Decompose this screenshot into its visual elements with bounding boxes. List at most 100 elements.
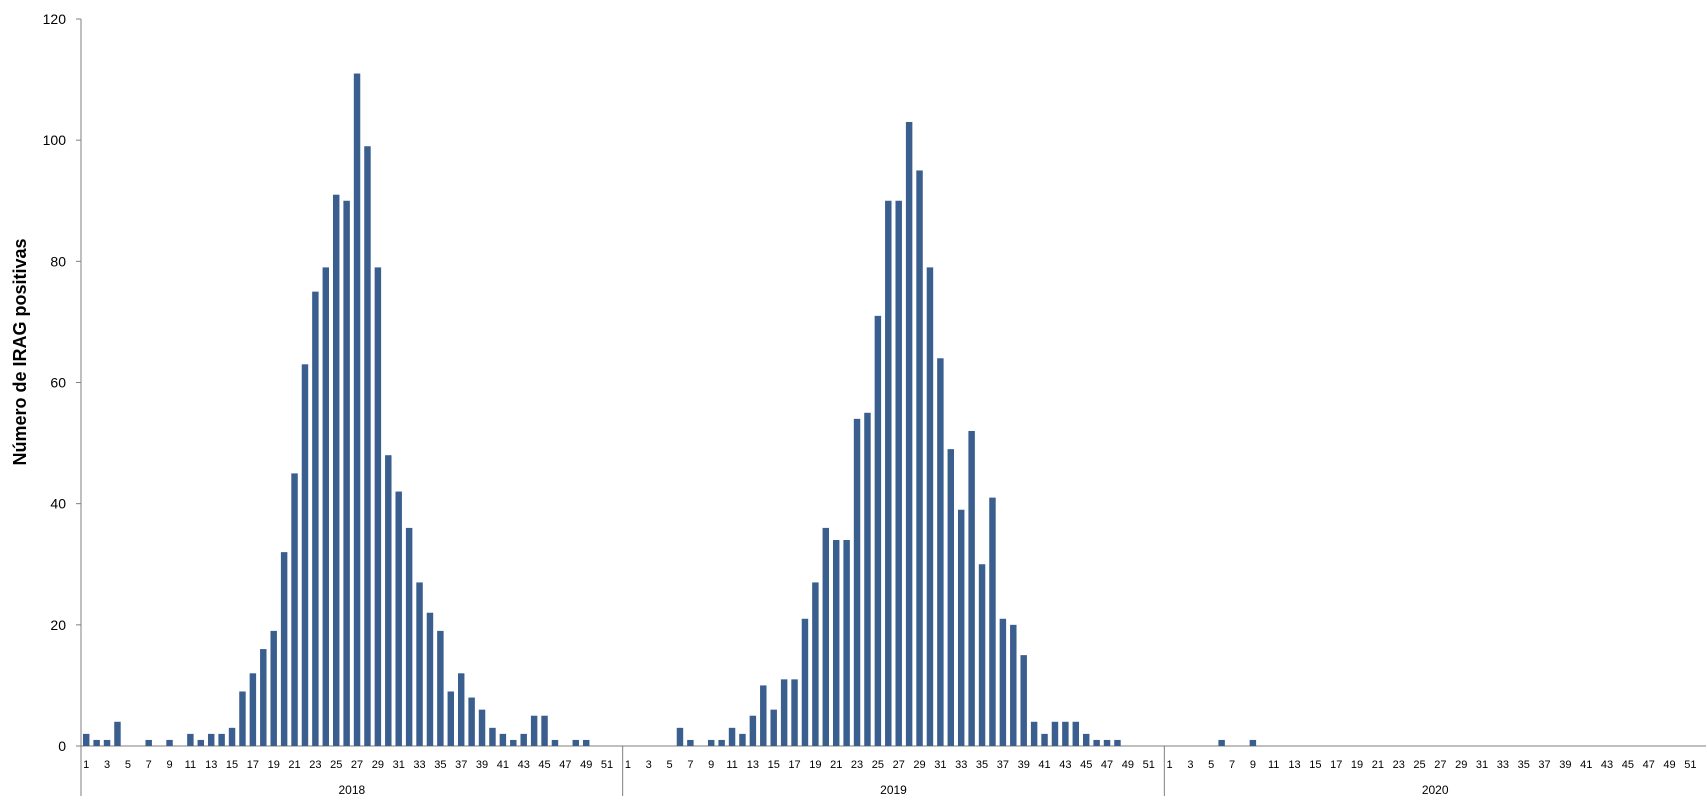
week-tick-label: 45 [538,759,550,771]
bar [291,473,298,747]
bar [1010,624,1017,746]
bar [489,727,496,746]
week-tick-label: 25 [872,759,884,771]
bar [322,267,330,746]
bar [760,685,767,746]
bar [437,630,444,746]
week-tick-label: 39 [1018,759,1030,771]
bar [572,739,580,746]
week-tick-label: 13 [747,759,759,771]
bar [978,564,986,746]
week-tick-label: 7 [1229,759,1235,771]
year-label: 2019 [880,783,907,796]
bar [239,691,246,746]
week-tick-label: 37 [997,759,1009,771]
week-tick-label: 21 [830,759,842,771]
bar [947,449,955,746]
week-tick-label: 31 [393,759,405,771]
bar [312,291,319,747]
bar [999,618,1007,746]
bar [739,733,746,746]
week-tick-label: 47 [1643,759,1655,771]
bar [1041,733,1048,746]
week-tick-label: 31 [934,759,946,771]
bar [916,170,923,746]
bar [207,733,215,746]
bar [749,715,757,746]
week-tick-label: 15 [768,759,780,771]
week-tick-label: 23 [1393,759,1405,771]
week-tick-label: 47 [559,759,571,771]
bar [770,709,777,746]
week-tick-label: 21 [288,759,300,771]
y-tick-label: 100 [43,132,67,148]
bar [249,673,257,746]
bar [1218,739,1225,746]
week-tick-label: 27 [893,759,905,771]
bar [364,146,371,747]
week-tick-label: 41 [497,759,509,771]
bar [457,673,465,746]
bar [989,497,996,746]
bar [426,612,434,746]
week-tick-label: 9 [708,759,714,771]
week-tick-label: 1 [83,759,89,771]
bar [937,358,944,746]
bar [447,691,455,746]
week-tick-label: 27 [1434,759,1446,771]
week-tick-label: 9 [166,759,172,771]
week-tick-label: 23 [309,759,321,771]
bar [843,540,850,746]
bar [687,739,694,746]
week-tick-label: 51 [1143,759,1155,771]
week-tick-label: 37 [455,759,467,771]
bar [582,739,590,746]
bar [1062,721,1069,746]
bar [1114,739,1121,746]
bar [1030,721,1038,746]
week-tick-label: 45 [1080,759,1092,771]
week-tick-label: 5 [666,759,672,771]
bar [676,727,684,746]
bar [166,739,173,746]
bars [82,73,1257,747]
bar [551,739,559,746]
week-tick-label: 33 [413,759,425,771]
bar [1072,721,1080,746]
y-tick-label: 120 [43,11,67,27]
bar [478,709,486,746]
bar [145,739,152,746]
y-tick-label: 20 [50,617,66,633]
bar [332,194,340,746]
bar [280,552,288,746]
week-tick-label: 43 [1059,759,1071,771]
week-tick-label: 5 [1208,759,1214,771]
week-tick-label: 35 [434,759,446,771]
bar [343,200,350,746]
bar [864,412,871,746]
bar [260,649,267,746]
axes [76,18,1706,796]
week-tick-label: 13 [205,759,217,771]
week-tick-label: 29 [372,759,384,771]
bar [530,715,538,746]
bar [541,715,548,746]
year-label: 2020 [1422,783,1449,796]
week-tick-label: 23 [851,759,863,771]
bar [1249,739,1257,746]
bar [82,733,90,746]
bar [791,679,798,746]
bar [468,697,475,746]
week-tick-label: 17 [247,759,259,771]
week-tick-label: 35 [976,759,988,771]
week-tick-label: 31 [1476,759,1488,771]
y-tick-label: 40 [50,496,66,512]
bar [93,739,100,746]
bar [874,315,882,746]
bar [301,364,309,746]
bar [968,430,975,746]
bar [1093,739,1100,746]
bar [1103,739,1111,746]
week-tick-label: 29 [913,759,925,771]
